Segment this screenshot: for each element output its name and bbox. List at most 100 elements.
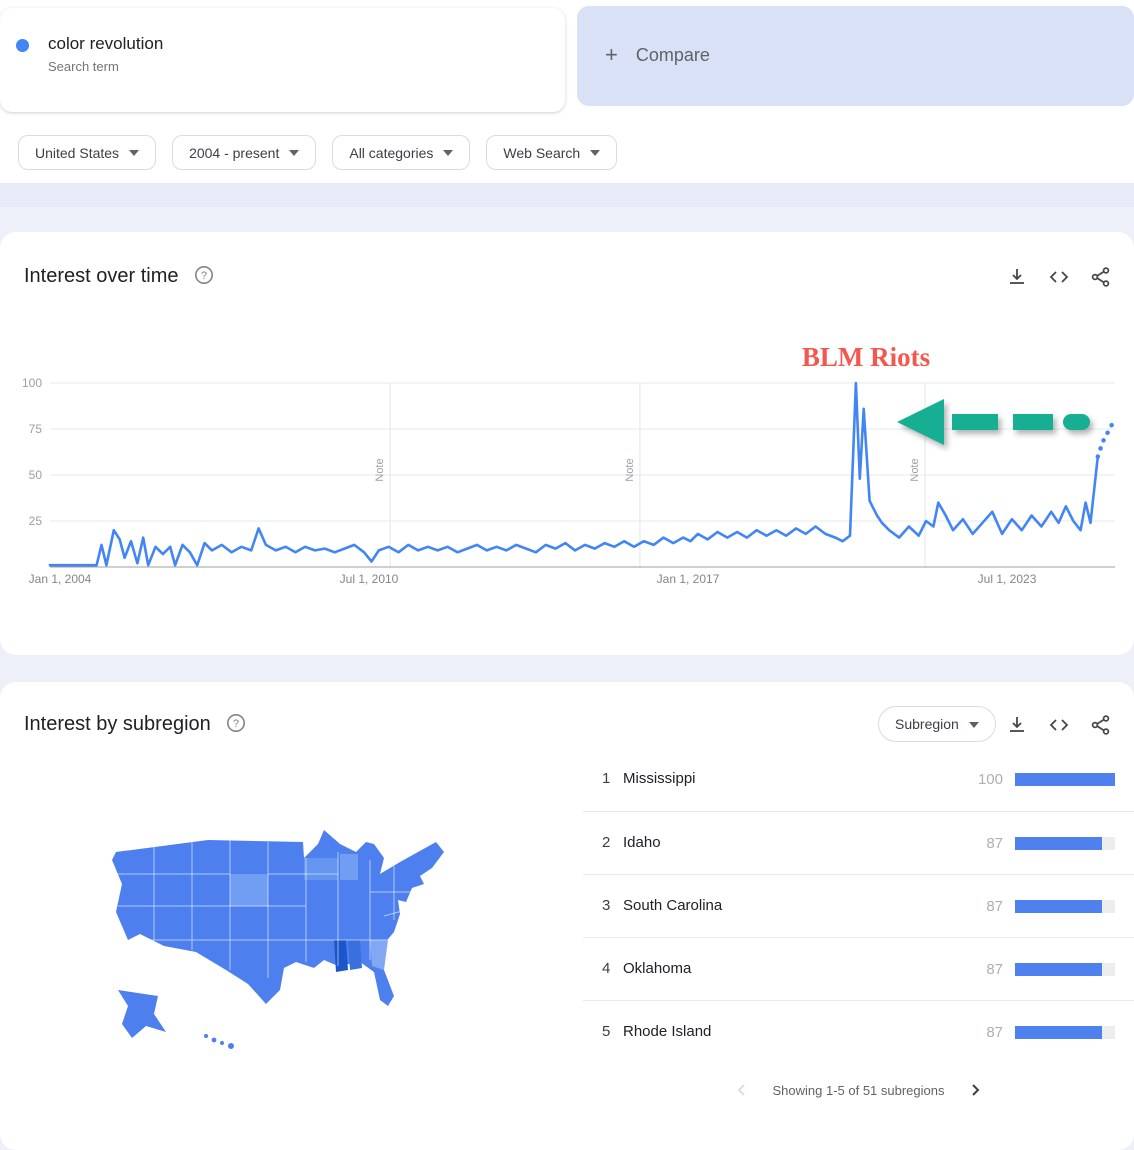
svg-text:Jan 1, 2004: Jan 1, 2004 [29,572,92,586]
subregion-name: Mississippi [623,770,696,787]
subregion-rank: 2 [602,834,611,851]
value-bar-track [1015,773,1115,786]
filter-searchtype-dropdown[interactable]: Web Search [486,135,618,170]
subregion-value: 87 [986,1024,1003,1041]
interest-by-subregion-title: Interest by subregion ? [24,713,246,739]
blm-riots-annotation: BLM Riots [802,342,930,372]
filter-category-label: All categories [349,144,434,161]
chevron-down-icon [289,150,300,156]
state-mississippi[interactable] [334,940,348,972]
svg-text:50: 50 [29,468,43,482]
filter-time-label: 2004 - present [189,144,280,161]
download-icon[interactable] [1006,266,1028,288]
search-term-card[interactable]: color revolution Search term [0,8,565,112]
subregion-name: Rhode Island [623,1023,712,1040]
search-term-label: color revolution [48,34,164,53]
filter-geo-dropdown[interactable]: United States [18,135,157,170]
subregion-rank: 3 [602,897,611,914]
compare-label: Compare [635,44,710,65]
pagination-text: Showing 1-5 of 51 subregions [772,1082,945,1098]
title-text: Interest over time [24,265,179,287]
help-icon[interactable]: ? [226,713,246,739]
value-bar [1015,773,1115,786]
download-icon[interactable] [1006,714,1028,736]
note-markers: Note Note Note [374,383,926,567]
divider-band [0,207,1134,232]
svg-text:?: ? [201,270,207,282]
chevron-down-icon [129,150,140,156]
previous-page-icon[interactable] [734,1082,750,1098]
annotation-arrow-icon [897,399,1090,445]
value-bar [1015,837,1102,850]
subregion-row[interactable]: 5 Rhode Island 87 [583,1000,1134,1063]
subregion-row[interactable]: 4 Oklahoma 87 [583,937,1134,1000]
subregion-dropdown[interactable]: Subregion [878,706,996,742]
subregion-rank: 1 [602,770,611,787]
value-bar [1015,963,1102,976]
subregion-pagination: Showing 1-5 of 51 subregions [583,1082,1134,1098]
svg-text:Note: Note [624,458,636,481]
share-icon[interactable] [1090,266,1112,288]
value-bar-track [1015,837,1115,850]
interest-over-time-title: Interest over time ? [24,265,214,291]
chevron-down-icon [443,150,454,156]
next-page-icon[interactable] [967,1082,983,1098]
svg-text:Jul 1, 2010: Jul 1, 2010 [340,572,399,586]
subregion-value: 87 [986,961,1003,978]
value-bar-track [1015,963,1115,976]
search-term-type: Search term [48,59,119,74]
svg-text:100: 100 [22,376,42,390]
svg-text:75: 75 [29,422,43,436]
subregion-name: South Carolina [623,897,723,914]
subregion-row[interactable]: 3 South Carolina 87 [583,874,1134,937]
series-color-dot [16,39,29,52]
interest-over-time-chart[interactable]: Note Note Note 25 50 75 100 Jan 1, 2004 Jul 1,… [0,330,1134,600]
subregion-name: Oklahoma [623,960,692,977]
filter-searchtype-label: Web Search [503,144,581,161]
value-bar-track [1015,900,1115,913]
value-bar [1015,900,1102,913]
embed-code-icon[interactable] [1048,266,1070,288]
subregion-row[interactable]: 2 Idaho 87 [583,811,1134,874]
share-icon[interactable] [1090,714,1112,736]
subregion-dropdown-label: Subregion [895,716,959,732]
filter-category-dropdown[interactable]: All categories [332,135,471,170]
svg-text:?: ? [233,718,239,730]
help-icon[interactable]: ? [194,265,214,291]
embed-code-icon[interactable] [1048,714,1070,736]
subregion-row[interactable]: 1 Mississippi 100 [583,748,1134,811]
value-bar [1015,1026,1102,1039]
svg-text:Jan 1, 2017: Jan 1, 2017 [657,572,720,586]
plus-icon: + [605,42,618,67]
svg-text:Jul 1, 2023: Jul 1, 2023 [978,572,1037,586]
subregion-rank: 4 [602,960,611,977]
subregion-list: 1 Mississippi 100 2 Idaho 87 3 South Car… [583,748,1134,1063]
horizontal-gridlines [50,382,1115,522]
us-choropleth-map[interactable] [88,800,468,1050]
x-axis-labels: Jan 1, 2004 Jul 1, 2010 Jan 1, 2017 Jul 1, … [29,572,1037,586]
y-axis-labels: 25 50 75 100 [22,376,42,528]
alaska [118,990,166,1038]
trend-line-forecast-dotted [1095,421,1115,459]
subregion-name: Idaho [623,834,661,851]
compare-add-button[interactable]: + Compare [577,6,1134,106]
trend-line [48,381,1100,567]
title-text: Interest by subregion [24,713,211,735]
svg-text:Note: Note [374,458,386,481]
subregion-rank: 5 [602,1023,611,1040]
chevron-down-icon [968,721,979,728]
hawaii [204,1034,234,1049]
subregion-value: 87 [986,898,1003,915]
filter-bar: United States 2004 - present All categor… [18,135,618,170]
svg-text:Note: Note [909,458,921,481]
filter-geo-label: United States [35,144,120,161]
filter-time-dropdown[interactable]: 2004 - present [172,135,317,170]
svg-text:25: 25 [29,514,43,528]
interest-over-time-card: Interest over time ? [0,232,1134,655]
divider-band [0,183,1134,207]
contiguous-us [112,830,444,1006]
chevron-down-icon [590,150,601,156]
subregion-value: 100 [977,771,1003,788]
subregion-value: 87 [986,835,1003,852]
